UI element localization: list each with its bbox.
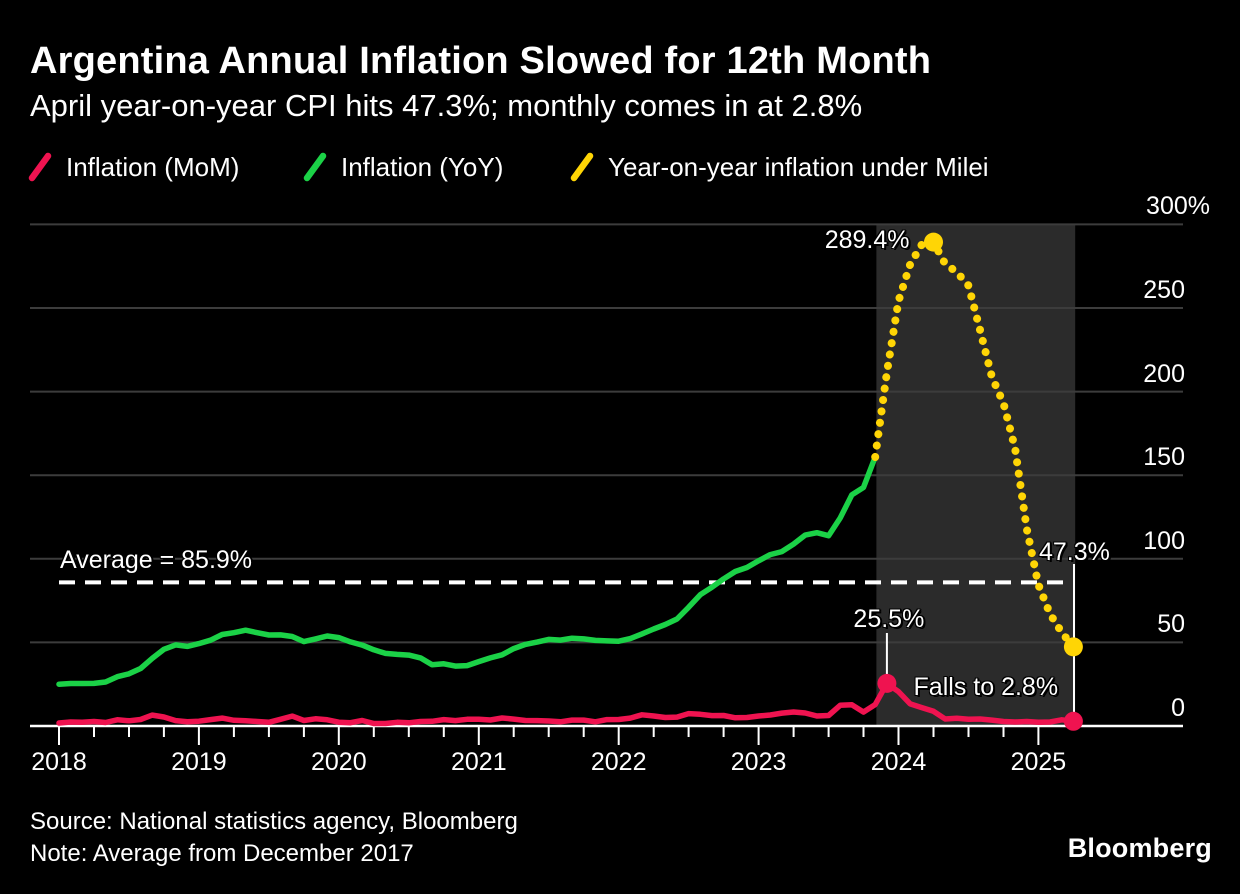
annotation-label: 289.4%	[824, 226, 910, 255]
y-axis-label: 100	[1143, 526, 1185, 555]
x-axis-label: 2023	[730, 748, 787, 776]
series-line-2	[871, 238, 1078, 651]
data-point-marker	[1063, 637, 1083, 657]
x-axis-label: 2020	[310, 748, 367, 776]
x-axis-label: 2022	[590, 748, 647, 776]
y-axis-label: 300%	[1146, 192, 1210, 221]
legend: Inflation (MoM) Inflation (YoY) Year-on-…	[0, 148, 1240, 188]
x-axis-label: 2019	[171, 748, 227, 776]
data-point-marker	[1063, 711, 1083, 731]
y-axis-label: 50	[1157, 610, 1185, 639]
legend-mark-mom-icon	[28, 152, 52, 182]
source-text: Source: National statistics agency, Bloo…	[30, 808, 518, 835]
legend-label-yoy: Inflation (YoY)	[341, 151, 504, 182]
annotation-label: Average = 85.9%	[60, 546, 253, 575]
legend-item-yoy: Inflation (YoY)	[303, 148, 503, 186]
x-axis-label: 2024	[870, 748, 927, 776]
data-point-marker	[877, 673, 897, 693]
chart-title: Argentina Annual Inflation Slowed for 12…	[30, 40, 932, 82]
legend-label-mom: Inflation (MoM)	[66, 151, 240, 182]
y-axis-label: 250	[1143, 276, 1185, 304]
legend-item-milei: Year-on-year inflation under Milei	[570, 148, 989, 186]
legend-mark-milei-icon	[570, 152, 594, 182]
y-axis-label: 0	[1171, 694, 1185, 722]
legend-item-mom: Inflation (MoM)	[28, 148, 239, 186]
legend-mark-yoy-icon	[303, 152, 327, 182]
legend-label-milei: Year-on-year inflation under Milei	[608, 151, 989, 182]
data-point-marker	[924, 232, 943, 252]
annotation-label: 47.3%	[1038, 537, 1110, 566]
note-text: Note: Average from December 2017	[30, 840, 414, 867]
series-line-0	[56, 680, 1077, 727]
annotation-label: Falls to 2.8%	[913, 673, 1059, 702]
x-axis-label: 2021	[450, 748, 507, 776]
chart-subtitle: April year-on-year CPI hits 47.3%; month…	[30, 88, 863, 123]
annotation-label: 25.5%	[853, 605, 925, 634]
y-axis-label: 200	[1143, 359, 1185, 388]
y-axis-label: 150	[1143, 443, 1185, 472]
x-axis-label: 2018	[31, 748, 87, 776]
x-axis-label: 2025	[1010, 748, 1067, 776]
bloomberg-logo: Bloomberg	[1067, 833, 1212, 863]
series-line-1	[56, 454, 878, 687]
